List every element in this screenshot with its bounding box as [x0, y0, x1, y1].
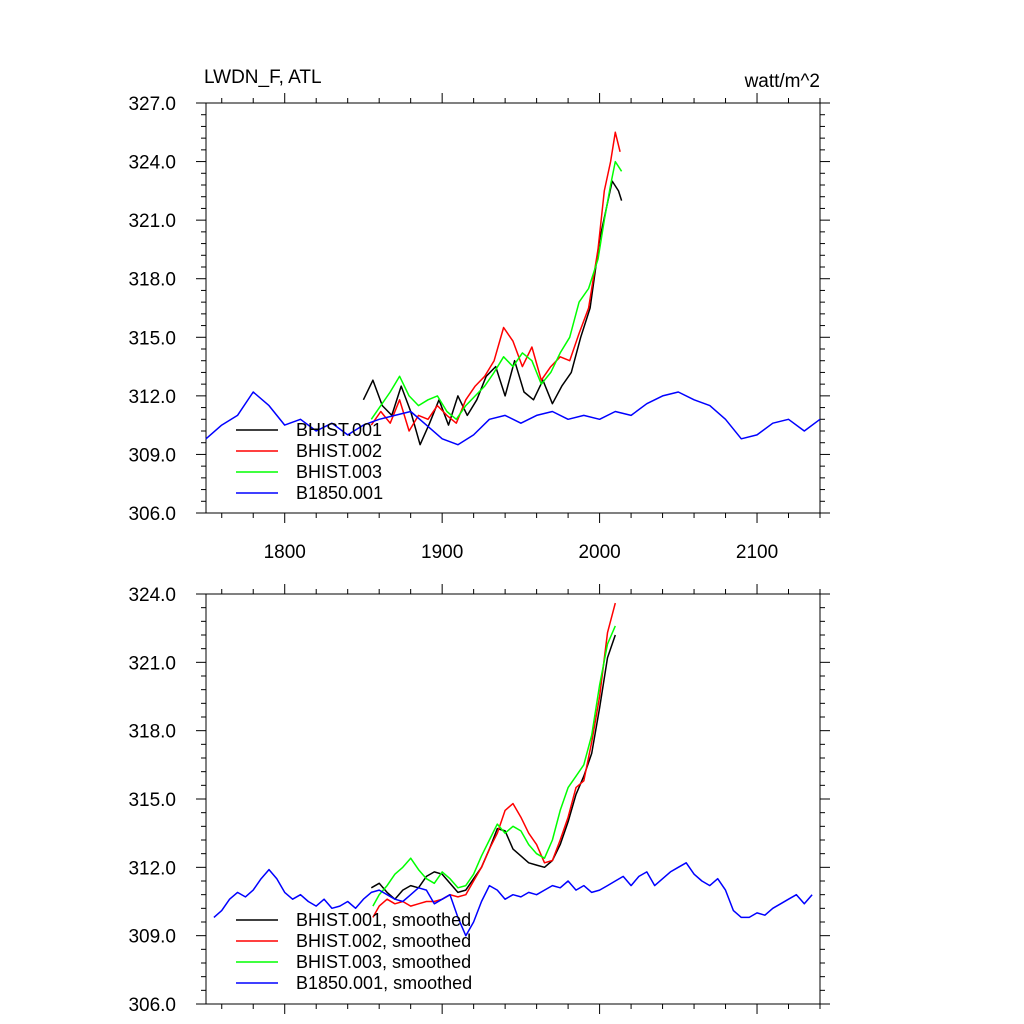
top-series-line-2	[370, 160, 623, 421]
bottom-ytick-label: 315.0	[128, 790, 176, 811]
bottom-series-line-0	[370, 634, 617, 900]
top-legend-label: BHIST.001	[296, 420, 382, 440]
bottom-ytick-label: 318.0	[128, 722, 176, 743]
bottom-panel: 306.0 309.0 312.0 315.0 318.0 321.0 324.0 BHIS…	[128, 584, 830, 1016]
bottom-ytick-label: 306.0	[128, 995, 176, 1016]
top-legend-label: BHIST.003	[296, 462, 382, 482]
top-legend-label: B1850.001	[296, 483, 383, 503]
top-legend-label: BHIST.002	[296, 441, 382, 461]
top-ytick-label: 306.0	[128, 504, 176, 525]
top-panel: LWDN_F, ATL watt/m^2 306.0 309.0 312.0 315.…	[128, 67, 830, 563]
top-series-line-3	[205, 391, 821, 446]
bottom-series-line-1	[372, 602, 617, 918]
top-panel-units: watt/m^2	[744, 71, 820, 92]
bottom-legend-label: BHIST.001, smoothed	[296, 910, 471, 930]
top-xtick-label: 1900	[421, 542, 463, 563]
bottom-ytick-label: 309.0	[128, 927, 176, 948]
bottom-ytick-label: 312.0	[128, 858, 176, 879]
top-ytick-label: 315.0	[128, 328, 176, 349]
top-series-line-1	[370, 131, 621, 432]
top-series-line-0	[362, 180, 623, 446]
top-xtick-label: 1800	[264, 542, 306, 563]
top-ytick-label: 318.0	[128, 270, 176, 291]
top-xtick-label: 2000	[578, 542, 620, 563]
bottom-series-line-3	[213, 862, 813, 937]
top-panel-title: LWDN_F, ATL	[204, 67, 322, 88]
bottom-series-group	[213, 602, 813, 937]
bottom-legend-label: BHIST.002, smoothed	[296, 931, 471, 951]
bottom-legend-label: BHIST.003, smoothed	[296, 952, 471, 972]
top-ytick-label: 312.0	[128, 387, 176, 408]
bottom-ytick-label: 324.0	[128, 585, 176, 606]
top-ytick-label: 309.0	[128, 445, 176, 466]
top-plot-frame	[205, 102, 821, 514]
bottom-series-line-2	[372, 625, 616, 907]
top-axis-ticks: 306.0 309.0 312.0 315.0 318.0 321.0 324.0 327.0…	[128, 93, 830, 563]
top-ytick-label: 324.0	[128, 153, 176, 174]
bottom-axis-ticks: 306.0 309.0 312.0 315.0 318.0 321.0 324.0	[128, 584, 830, 1016]
top-ytick-label: 321.0	[128, 211, 176, 232]
bottom-legend-label: B1850.001, smoothed	[296, 973, 472, 993]
top-xtick-label: 2100	[736, 542, 778, 563]
top-series-group	[205, 131, 821, 446]
top-ytick-label: 327.0	[128, 94, 176, 115]
bottom-ytick-label: 321.0	[128, 653, 176, 674]
